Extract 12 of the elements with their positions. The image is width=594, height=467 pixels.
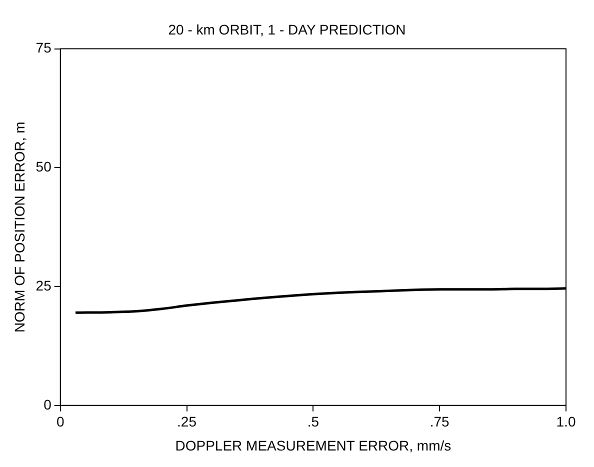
x-tick-label: .75 [430, 414, 450, 430]
x-tick-label: 1.0 [556, 414, 576, 430]
y-tick-label: 75 [36, 40, 52, 56]
x-axis-title: DOPPLER MEASUREMENT ERROR, mm/s [175, 437, 452, 454]
x-tick-label: .5 [307, 414, 320, 430]
x-tick-label: 0 [56, 414, 64, 430]
y-tick-label: 0 [44, 396, 52, 412]
x-tick-label: .25 [177, 414, 197, 430]
y-axis-title: NORM OF POSITION ERROR, m [11, 122, 28, 332]
chart-title: 20 - km ORBIT, 1 - DAY PREDICTION [168, 21, 406, 38]
y-tick-label: 25 [36, 277, 52, 294]
y-tick-label: 50 [36, 158, 52, 175]
